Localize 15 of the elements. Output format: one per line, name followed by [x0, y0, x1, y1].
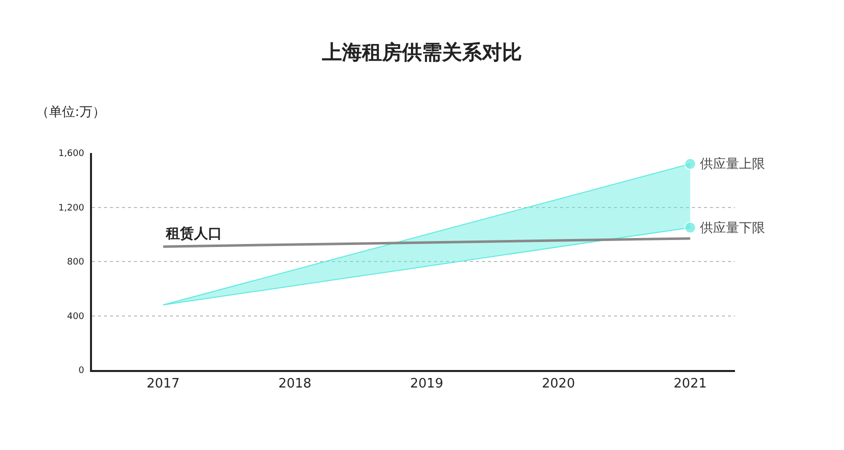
x-tick-label: 2019: [410, 376, 444, 392]
chart-title: 上海租房供需关系对比: [321, 40, 522, 64]
y-tick-label: 1,200: [58, 203, 84, 214]
series-label: 供应量下限: [700, 220, 765, 236]
y-axis-title: （单位:万）: [36, 105, 106, 120]
y-tick-label: 0: [78, 366, 84, 376]
x-tick-label: 2017: [146, 376, 180, 392]
series-label: 租赁人口: [165, 226, 222, 242]
y-tick-label: 800: [67, 258, 84, 268]
y-tick-label: 1,600: [58, 149, 84, 160]
x-tick-label: 2021: [674, 376, 707, 392]
series-label: 供应量上限: [700, 156, 765, 172]
x-tick-label: 2018: [278, 376, 312, 392]
y-tick-label: 400: [67, 312, 84, 322]
x-tick-label: 2020: [542, 376, 575, 392]
